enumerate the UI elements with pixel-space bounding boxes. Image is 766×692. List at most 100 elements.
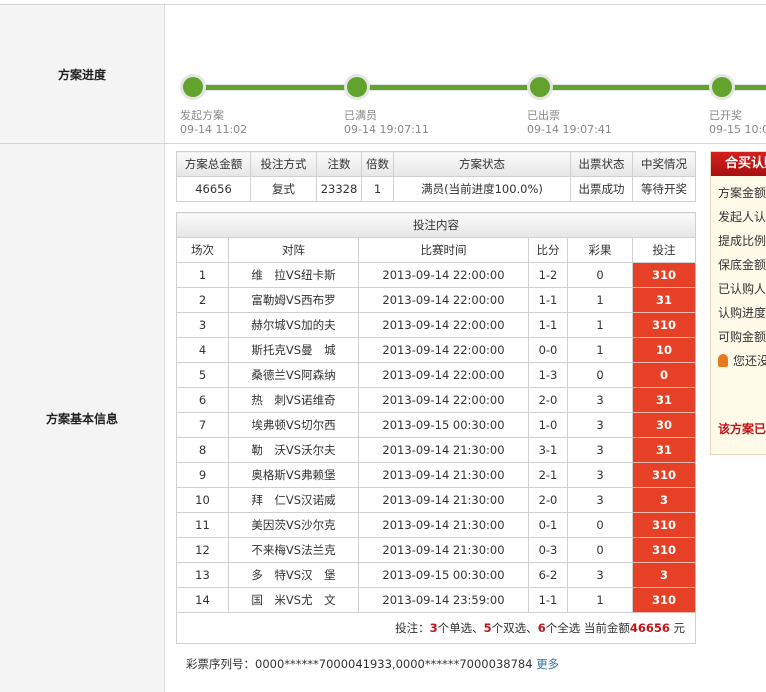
cell: 奥格斯VS弗赖堡 — [228, 462, 359, 488]
step-time: 09-14 11:02 — [180, 123, 248, 136]
panel-item: 可购金额 — [718, 330, 766, 344]
cell: 3 — [567, 412, 633, 438]
text: 投注： — [395, 621, 430, 635]
cell: 2-0 — [528, 487, 568, 513]
column-header: 比分 — [528, 237, 568, 263]
summary-header: 方案总金额 — [176, 151, 251, 177]
progress-step: 已开奖 09-15 10:0 — [709, 109, 766, 137]
cell: 2013-09-14 21:30:00 — [358, 437, 529, 463]
text: 个单选、 — [437, 621, 484, 635]
cell: 2013-09-14 22:00:00 — [358, 337, 529, 363]
summary-value: 23328 — [316, 176, 362, 202]
cell: 11 — [176, 512, 229, 538]
summary-header: 中奖情况 — [632, 151, 696, 177]
cell: 3-1 — [528, 437, 568, 463]
cell: 富勒姆VS西布罗 — [228, 287, 359, 313]
section-label-basic: 方案基本信息 — [0, 144, 165, 692]
cell: 斯托克VS曼 城 — [228, 337, 359, 363]
table-row: 9 奥格斯VS弗赖堡 2013-09-14 21:30:00 2-1 3 310 — [176, 462, 697, 488]
cell: 1 — [567, 337, 633, 363]
summary-header: 倍数 — [361, 151, 394, 177]
summary-header: 方案状态 — [393, 151, 571, 177]
divider — [0, 4, 766, 5]
step-time: 09-14 19:07:11 — [344, 123, 429, 136]
progress-step-dot — [709, 74, 735, 100]
cell: 4 — [176, 337, 229, 363]
cell: 2013-09-14 22:00:00 — [358, 387, 529, 413]
summary-header: 投注方式 — [250, 151, 317, 177]
step-label: 已满员 — [344, 109, 377, 122]
cell: 2013-09-14 22:00:00 — [358, 287, 529, 313]
progress-step: 已满员 09-14 19:07:11 — [344, 109, 429, 137]
cell: 桑德兰VS阿森纳 — [228, 362, 359, 388]
table-row: 3 赫尔城VS加的夫 2013-09-14 22:00:00 1-1 1 310 — [176, 312, 697, 338]
cell: 1 — [567, 312, 633, 338]
step-time: 09-15 10:0 — [709, 123, 766, 136]
summary-header: 出票状态 — [570, 151, 633, 177]
cell: 14 — [176, 587, 229, 613]
cell: 310 — [631, 462, 697, 488]
cell: 赫尔城VS加的夫 — [228, 312, 359, 338]
cell: 10 — [631, 337, 697, 363]
cell: 30 — [631, 412, 697, 438]
cell: 美因茨VS沙尔克 — [228, 512, 359, 538]
panel-item: 已认购人 — [718, 282, 766, 296]
cell: 6-2 — [528, 562, 568, 588]
column-header: 对阵 — [228, 237, 359, 263]
cell: 2013-09-14 21:30:00 — [358, 487, 529, 513]
cell: 7 — [176, 412, 229, 438]
summary-header: 注数 — [316, 151, 362, 177]
panel-title: 合买认购 — [711, 152, 766, 176]
table-row: 2 富勒姆VS西布罗 2013-09-14 22:00:00 1-1 1 31 — [176, 287, 697, 313]
cell: 2 — [176, 287, 229, 313]
plan-status: 该方案已 — [718, 422, 766, 436]
summary-value: 复式 — [250, 176, 317, 202]
cell: 8 — [176, 437, 229, 463]
progress-step: 已出票 09-14 19:07:41 — [527, 109, 612, 137]
cell: 2013-09-14 21:30:00 — [358, 512, 529, 538]
text: 个全选 当前金额 — [545, 621, 630, 635]
cell: 不来梅VS法兰克 — [228, 537, 359, 563]
divider — [0, 143, 766, 144]
more-link[interactable]: 更多 — [536, 657, 560, 671]
cell: 3 — [567, 387, 633, 413]
bet-summary: 投注：3个单选、5个双选、6个全选 当前金额46656 元 — [175, 612, 697, 644]
cell: 6 — [176, 387, 229, 413]
cell: 0 — [631, 362, 697, 388]
summary-value: 46656 — [176, 176, 251, 202]
panel-item: 发起人认 — [718, 210, 766, 224]
cell: 热 刺VS诺维奇 — [228, 387, 359, 413]
cell: 国 米VS尤 文 — [228, 587, 359, 613]
cell: 2013-09-14 23:59:00 — [358, 587, 529, 613]
table-row: 12 不来梅VS法兰克 2013-09-14 21:30:00 0-3 0 310 — [176, 537, 697, 563]
cell: 0 — [567, 512, 633, 538]
column-header: 彩果 — [567, 237, 633, 263]
text: 元 — [669, 621, 686, 635]
progress-fill — [182, 85, 766, 90]
cell: 3 — [176, 312, 229, 338]
cell: 2013-09-14 22:00:00 — [358, 312, 529, 338]
table-row: 10 拜 仁VS汉诺威 2013-09-14 21:30:00 2-0 3 3 — [176, 487, 697, 513]
cell: 勒 沃VS沃尔夫 — [228, 437, 359, 463]
cell: 1-2 — [528, 262, 568, 288]
cell: 13 — [176, 562, 229, 588]
cell: 2013-09-14 21:30:00 — [358, 537, 529, 563]
cell: 1-3 — [528, 362, 568, 388]
summary-value: 1 — [361, 176, 394, 202]
cell: 1 — [567, 587, 633, 613]
cell: 31 — [631, 387, 697, 413]
cell: 0-3 — [528, 537, 568, 563]
panel-item: 保底金额 — [718, 258, 766, 272]
cell: 5 — [176, 362, 229, 388]
cell: 3 — [567, 437, 633, 463]
cell: 0-1 — [528, 512, 568, 538]
cell: 31 — [631, 287, 697, 313]
cell: 多 特VS汉 堡 — [228, 562, 359, 588]
cell: 2013-09-14 21:30:00 — [358, 462, 529, 488]
cell: 0 — [567, 537, 633, 563]
cell: 2013-09-15 00:30:00 — [358, 412, 529, 438]
cell: 3 — [631, 487, 697, 513]
cell: 2-1 — [528, 462, 568, 488]
